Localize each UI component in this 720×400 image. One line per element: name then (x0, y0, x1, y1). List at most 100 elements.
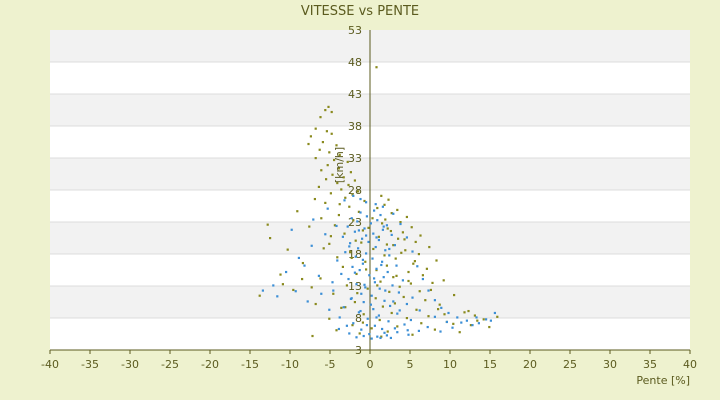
data-point (373, 277, 376, 280)
x-tick-label: -20 (201, 358, 219, 371)
data-point (390, 212, 393, 215)
data-point (363, 283, 366, 286)
data-point (310, 286, 313, 289)
plot-area (50, 30, 690, 351)
data-point (433, 299, 436, 302)
data-point (396, 312, 399, 315)
data-point (317, 274, 320, 277)
data-point (333, 158, 336, 162)
data-point (331, 173, 334, 176)
data-point (352, 194, 355, 197)
data-point (310, 244, 313, 247)
data-point (336, 256, 339, 259)
data-point (350, 297, 353, 300)
data-point (407, 270, 410, 274)
data-point (348, 245, 351, 248)
data-point (375, 236, 378, 239)
data-point (350, 217, 353, 220)
y-tick-label: 8 (355, 312, 362, 325)
data-point (389, 336, 392, 340)
data-point (489, 319, 492, 322)
x-tick-label: 5 (407, 358, 414, 371)
data-point (309, 135, 312, 138)
data-point (388, 247, 391, 251)
data-point (340, 306, 343, 309)
data-point (393, 302, 396, 305)
data-point (383, 254, 386, 257)
data-point (311, 334, 314, 338)
y-axis-label: [km/h] (333, 147, 346, 183)
data-point (349, 171, 352, 174)
data-point (335, 144, 338, 147)
data-point (401, 279, 404, 282)
data-point (366, 317, 369, 320)
data-point (324, 233, 327, 236)
data-point (326, 164, 329, 167)
x-tick-label: 25 (563, 358, 577, 371)
data-point (428, 245, 431, 249)
data-point (365, 268, 368, 271)
data-point (375, 267, 378, 270)
data-point (303, 264, 306, 267)
data-point (438, 303, 441, 306)
y-tick-label: 38 (348, 120, 362, 133)
data-point (368, 274, 371, 277)
data-point (379, 213, 382, 217)
data-point (397, 237, 400, 240)
data-point (463, 311, 466, 314)
y-tick-label: 23 (348, 216, 362, 229)
data-point (409, 282, 412, 285)
data-point (361, 262, 364, 265)
data-point (340, 188, 343, 191)
data-point (403, 238, 406, 241)
y-tick-label: 43 (348, 88, 362, 101)
data-point (359, 211, 362, 214)
data-point (361, 321, 364, 324)
data-point (460, 321, 463, 324)
data-point (415, 308, 418, 311)
data-point (396, 325, 399, 328)
data-point (440, 306, 443, 309)
data-point (325, 178, 328, 181)
data-point (386, 330, 389, 333)
x-tick-label: -25 (161, 358, 179, 371)
data-point (376, 284, 379, 287)
data-point (477, 322, 480, 325)
data-point (379, 336, 382, 340)
data-point (390, 233, 393, 236)
data-point (355, 283, 358, 286)
data-point (349, 242, 352, 245)
data-point (328, 242, 331, 245)
x-tick-label: 30 (603, 358, 617, 371)
y-tick-label: 53 (348, 24, 362, 37)
data-point (317, 185, 320, 188)
data-point (314, 157, 317, 160)
data-point (384, 249, 387, 252)
data-point (352, 219, 355, 222)
data-point (429, 288, 432, 292)
data-point (286, 248, 289, 251)
data-points (258, 66, 499, 340)
data-point (332, 289, 335, 292)
data-point (458, 331, 461, 334)
data-point (356, 292, 359, 295)
data-point (368, 333, 371, 336)
data-point (258, 294, 261, 297)
data-point (443, 313, 446, 316)
data-point (396, 331, 399, 334)
data-point (381, 228, 384, 231)
data-point (285, 270, 288, 274)
data-point (328, 317, 331, 320)
data-point (373, 324, 376, 327)
data-point (375, 316, 378, 319)
data-point (353, 271, 356, 274)
data-point (388, 254, 391, 257)
data-point (325, 130, 328, 133)
data-point (365, 324, 368, 327)
data-point (371, 257, 374, 260)
data-point (301, 277, 304, 281)
data-point (336, 259, 339, 262)
data-point (427, 315, 430, 318)
data-point (357, 247, 360, 250)
data-point (411, 333, 414, 336)
